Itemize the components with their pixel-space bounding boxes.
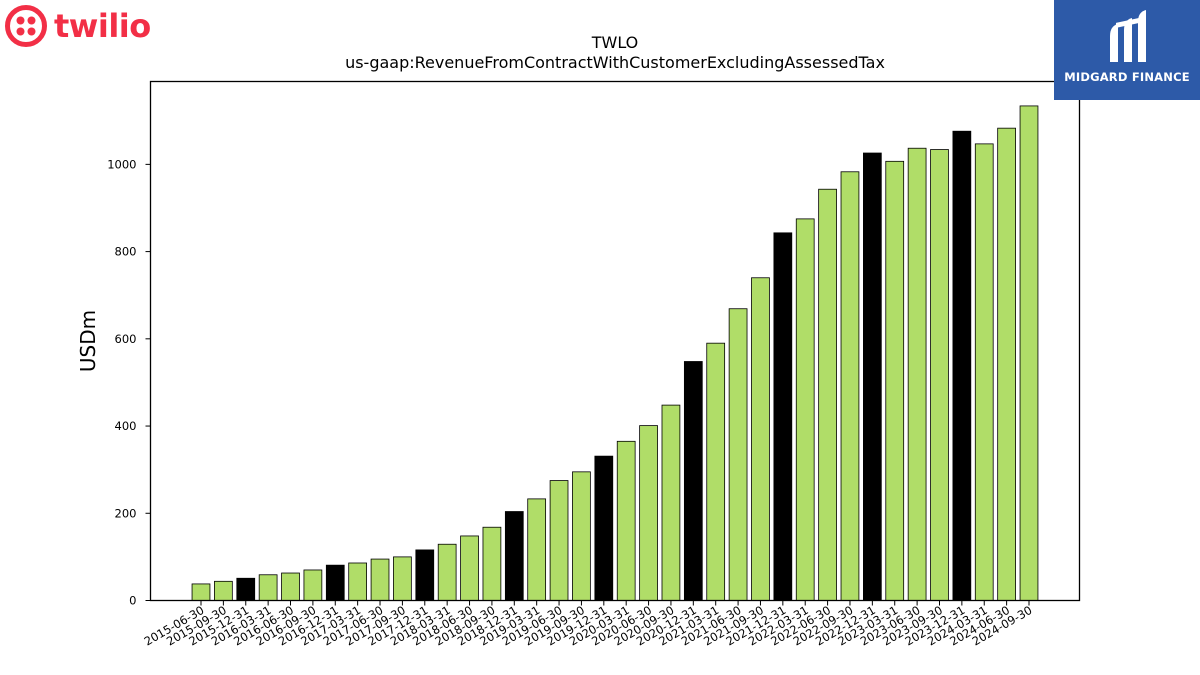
chart-subtitle: us-gaap:RevenueFromContractWithCustomerE…	[345, 53, 885, 72]
bar	[706, 342, 726, 601]
y-tick-label: 200	[115, 506, 137, 520]
bar	[952, 130, 972, 601]
midgard-finance-logo: MIDGARD FINANCE	[1054, 0, 1200, 100]
bar	[997, 127, 1016, 601]
y-tick-label: 0	[129, 594, 136, 608]
bar	[683, 361, 703, 601]
bars-layer	[191, 105, 1039, 601]
bar	[236, 577, 256, 601]
bar	[527, 498, 547, 601]
bar	[415, 549, 435, 601]
y-tick-label: 800	[115, 245, 137, 259]
bar	[728, 308, 748, 601]
bar	[549, 480, 569, 601]
bar	[616, 440, 636, 601]
bar	[303, 569, 323, 601]
bar	[281, 572, 300, 601]
bar	[907, 147, 927, 601]
plot-frame	[149, 80, 1081, 602]
bar	[393, 556, 412, 601]
bar	[639, 425, 658, 601]
y-axis-label: USDm	[76, 310, 100, 372]
bar	[348, 562, 368, 601]
bar	[795, 218, 815, 601]
bar	[885, 160, 905, 601]
midgard-emblem-icon	[1110, 10, 1146, 62]
y-ticks-layer: 0 200 400 600 800 1000	[107, 157, 151, 608]
bar	[863, 152, 882, 601]
bar	[482, 526, 502, 601]
twilio-circle-icon	[5, 5, 47, 47]
bar	[818, 188, 837, 601]
bar	[773, 232, 793, 601]
bar	[751, 277, 770, 601]
y-tick-label: 600	[115, 332, 137, 346]
y-tick-label: 1000	[107, 157, 136, 171]
bar	[437, 543, 457, 601]
chart-title: TWLO	[591, 33, 639, 52]
bar	[661, 404, 681, 601]
bar	[1019, 105, 1039, 601]
midgard-wordmark: MIDGARD FINANCE	[1064, 70, 1190, 84]
bar	[191, 583, 211, 601]
bar	[214, 580, 233, 601]
y-tick-label: 400	[115, 419, 137, 433]
bar	[974, 143, 994, 601]
bar	[840, 171, 860, 601]
twilio-logo: twilio	[4, 4, 151, 48]
bar	[930, 149, 949, 601]
bar	[594, 455, 614, 601]
bar	[572, 471, 591, 601]
bar	[504, 511, 524, 601]
twilio-wordmark: twilio	[54, 7, 151, 45]
bar	[325, 564, 345, 601]
bar	[370, 558, 390, 601]
bar	[460, 535, 479, 601]
bar	[258, 574, 278, 601]
x-ticks-layer: 2015-06-302015-09-302015-12-312016-03-31…	[142, 600, 1035, 649]
